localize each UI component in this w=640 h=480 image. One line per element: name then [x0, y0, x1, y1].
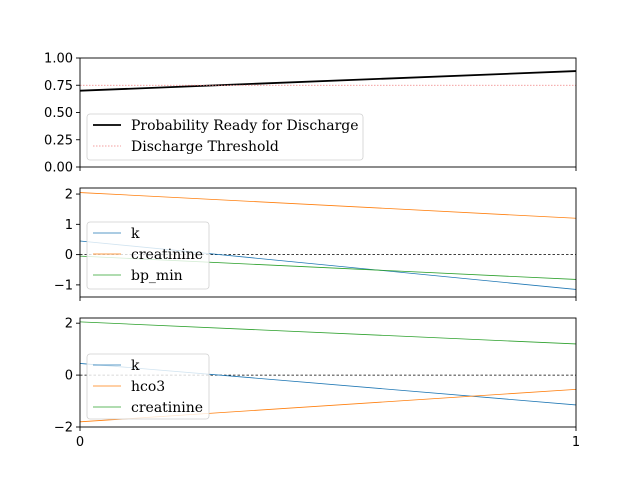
legend-label: k — [131, 226, 140, 242]
y-tick-label: 0.50 — [44, 106, 73, 121]
legend: Probability Ready for Discharge Discharge… — [86, 113, 364, 161]
x-tick-label: 1 — [572, 435, 580, 450]
y-tick-label: 0.75 — [44, 79, 73, 94]
y-tick-label: 1 — [65, 218, 73, 233]
y-tick-label: 2 — [65, 317, 73, 332]
legend-box — [86, 221, 210, 290]
chart-panel-1: 0.00 0.25 0.50 0.75 1.00 Probability Ready fo… — [44, 52, 577, 176]
y-tick-label: 0 — [65, 248, 73, 263]
legend: k creatinine bp_min — [86, 221, 210, 290]
legend-label: creatinine — [131, 247, 203, 263]
legend-label: creatinine — [131, 400, 203, 416]
chart-panel-2: −1 0 1 2 k creatinine bp_min — [54, 187, 577, 301]
series-line-creatinine — [79, 192, 577, 219]
y-tick-label: 2 — [65, 188, 73, 203]
x-tick-label: 0 — [76, 435, 84, 450]
y-tick-label: 1.00 — [44, 52, 73, 67]
legend-label: bp_min — [131, 268, 183, 284]
y-tick-label: 0.25 — [44, 133, 73, 148]
y-tick-label: 0 — [65, 369, 73, 384]
legend-label: Discharge Threshold — [131, 139, 279, 155]
axes-frame — [79, 317, 577, 428]
y-tick-label: −1 — [54, 278, 73, 293]
legend-box — [86, 113, 364, 161]
y-tick-label: 0.00 — [44, 161, 73, 176]
y-tick-label: −2 — [54, 421, 73, 436]
axes-frame — [79, 187, 577, 298]
legend-label: k — [131, 358, 140, 374]
legend-box — [86, 353, 210, 420]
legend-label: hco3 — [131, 379, 165, 395]
legend: k hco3 creatinine — [86, 353, 210, 420]
legend-label: Probability Ready for Discharge — [131, 118, 359, 134]
series-line-creatinine — [79, 321, 577, 345]
series-line-probability-ready-for-discharge — [79, 70, 577, 92]
